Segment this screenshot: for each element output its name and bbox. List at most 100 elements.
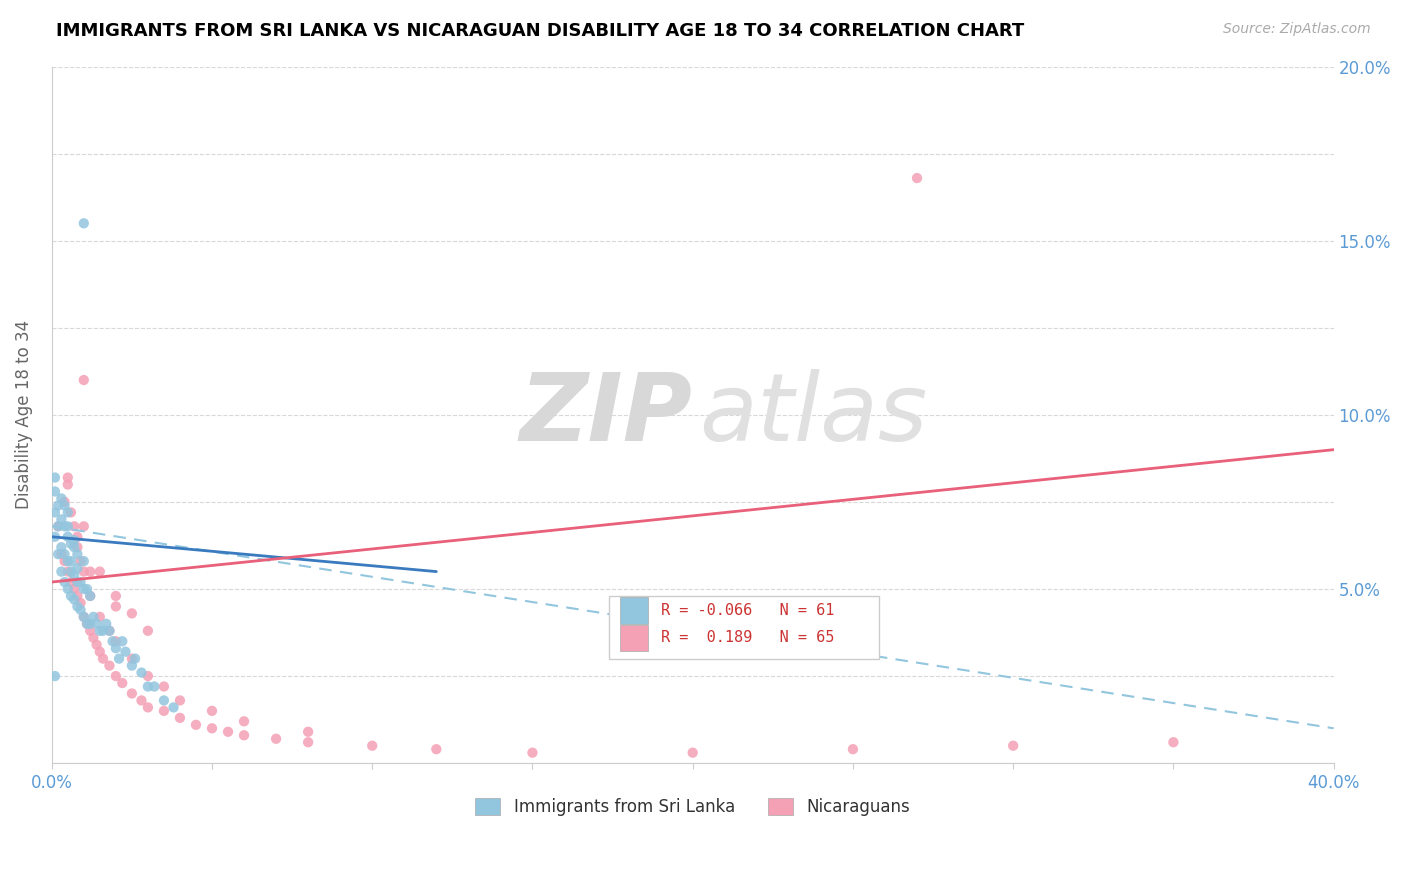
Text: atlas: atlas: [699, 369, 928, 460]
Point: [69, 596, 91, 610]
Point: [121, 651, 143, 665]
Point: [91, 624, 114, 638]
Point: [121, 658, 143, 673]
Point: [79, 589, 101, 603]
Legend: Immigrants from Sri Lanka, Nicaraguans: Immigrants from Sri Lanka, Nicaraguans: [467, 789, 918, 824]
Point: [79, 616, 101, 631]
Point: [73, 519, 96, 533]
Point: [842, 742, 865, 756]
Point: [76, 616, 98, 631]
Point: [98, 658, 121, 673]
Point: [66, 561, 89, 575]
Point: [101, 634, 124, 648]
Point: [111, 634, 134, 648]
Point: [82, 631, 104, 645]
Point: [425, 742, 447, 756]
Point: [51, 547, 73, 561]
Point: [66, 540, 89, 554]
Point: [73, 582, 96, 596]
Point: [56, 477, 79, 491]
Point: [79, 589, 101, 603]
Point: [121, 686, 143, 700]
Point: [89, 645, 111, 659]
Point: [89, 624, 111, 638]
Point: [53, 495, 76, 509]
Point: [89, 565, 111, 579]
Point: [59, 565, 82, 579]
Point: [522, 746, 544, 760]
Text: ZIP: ZIP: [520, 369, 693, 461]
Point: [143, 680, 166, 694]
Point: [73, 554, 96, 568]
Point: [1163, 735, 1185, 749]
Point: [56, 582, 79, 596]
Point: [56, 565, 79, 579]
Point: [56, 554, 79, 568]
Point: [63, 568, 86, 582]
Point: [297, 724, 319, 739]
Point: [69, 603, 91, 617]
Point: [153, 704, 176, 718]
Point: [56, 470, 79, 484]
Point: [169, 693, 191, 707]
Point: [136, 669, 159, 683]
Point: [73, 373, 96, 387]
Point: [1002, 739, 1025, 753]
Point: [51, 540, 73, 554]
Point: [121, 607, 143, 621]
Point: [63, 533, 86, 548]
Point: [63, 592, 86, 607]
Point: [53, 547, 76, 561]
Point: [46, 519, 69, 533]
Point: [66, 547, 89, 561]
Point: [59, 505, 82, 519]
Text: R = -0.066   N = 61: R = -0.066 N = 61: [661, 603, 834, 618]
Point: [44, 669, 66, 683]
Point: [56, 505, 79, 519]
Point: [162, 700, 184, 714]
Point: [108, 651, 131, 665]
Point: [59, 537, 82, 551]
Point: [201, 721, 224, 735]
Point: [63, 519, 86, 533]
Point: [51, 491, 73, 506]
Point: [53, 499, 76, 513]
Point: [73, 565, 96, 579]
Point: [46, 519, 69, 533]
Point: [104, 641, 127, 656]
Point: [69, 554, 91, 568]
Point: [76, 582, 98, 596]
Point: [136, 700, 159, 714]
Point: [44, 530, 66, 544]
Point: [104, 669, 127, 683]
Y-axis label: Disability Age 18 to 34: Disability Age 18 to 34: [15, 320, 32, 509]
Point: [66, 599, 89, 614]
Point: [66, 589, 89, 603]
Point: [69, 575, 91, 590]
Point: [79, 565, 101, 579]
Point: [169, 711, 191, 725]
Point: [104, 599, 127, 614]
Point: [91, 651, 114, 665]
Point: [46, 499, 69, 513]
Point: [44, 505, 66, 519]
Point: [82, 610, 104, 624]
Point: [51, 565, 73, 579]
Point: [184, 718, 207, 732]
Point: [66, 530, 89, 544]
Point: [114, 645, 136, 659]
Point: [51, 512, 73, 526]
Point: [46, 547, 69, 561]
Point: [264, 731, 287, 746]
Point: [98, 624, 121, 638]
Point: [63, 540, 86, 554]
Point: [131, 693, 153, 707]
Text: R =  0.189   N = 65: R = 0.189 N = 65: [661, 631, 834, 646]
Point: [76, 616, 98, 631]
Point: [63, 582, 86, 596]
Point: [66, 575, 89, 590]
Point: [53, 554, 76, 568]
FancyBboxPatch shape: [620, 597, 648, 624]
Point: [111, 676, 134, 690]
Point: [79, 624, 101, 638]
